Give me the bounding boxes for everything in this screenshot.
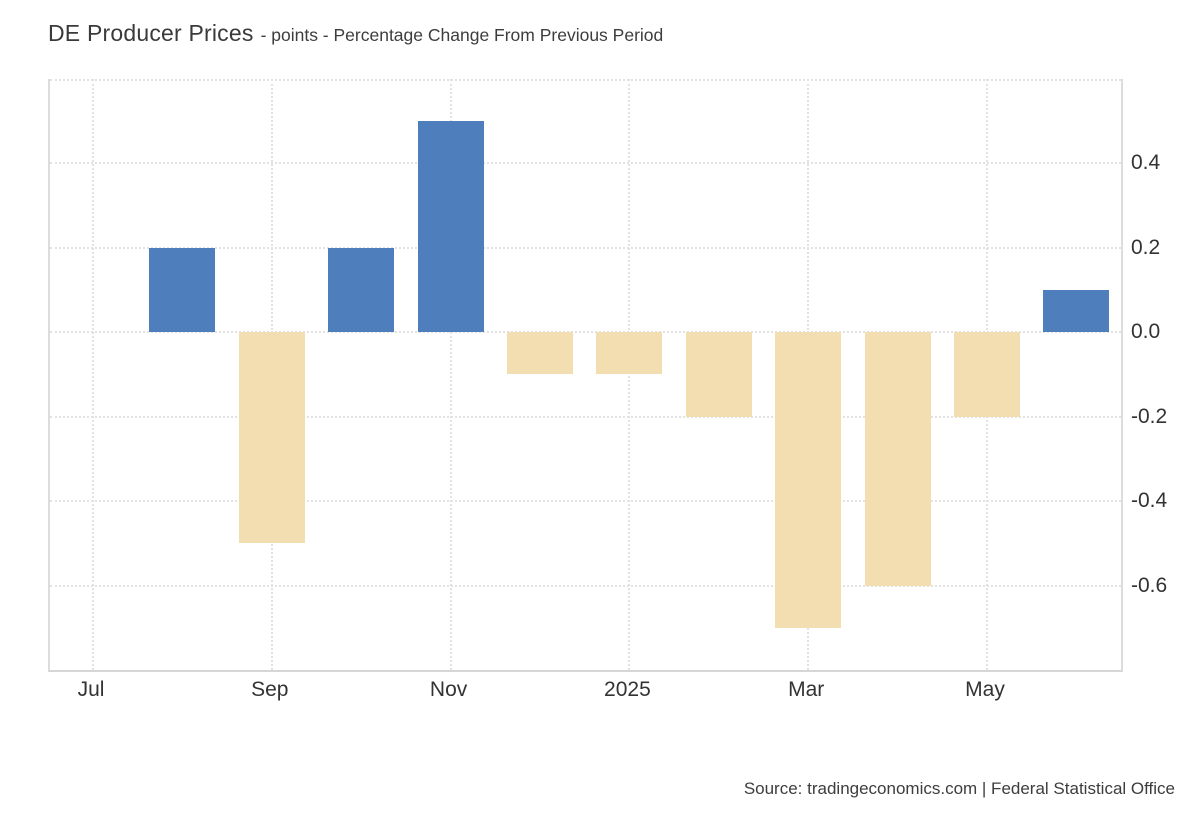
gridline-horizontal [50,79,1121,81]
chart-title-main: DE Producer Prices [48,20,254,46]
x-tick-label: Sep [251,678,289,701]
x-tick-label: Mar [788,678,825,701]
bar-sep-2024 [238,332,305,544]
bar-aug-2024 [149,247,216,333]
gridline-vertical [628,79,631,670]
bar-oct-2024 [328,247,395,333]
bar-apr-2025 [864,332,931,586]
x-tick-label: Nov [429,678,468,701]
bar-jan-2025 [596,332,663,375]
x-tick-label: May [965,678,1005,701]
x-tick-label: Jul [77,678,105,701]
y-tick-label: 0.2 [1131,235,1161,259]
bar-feb-2025 [685,332,752,417]
gridline-horizontal [50,500,1121,503]
y-tick-label: 0.4 [1131,151,1161,175]
gridline-vertical [449,79,452,670]
gridline-horizontal [50,162,1121,165]
chart-title-subtitle: - points - Percentage Change From Previo… [260,25,664,45]
gridline-horizontal [50,584,1121,587]
source-attribution: Source: tradingeconomics.com | Federal S… [743,779,1175,798]
y-tick-label: 0.0 [1131,320,1161,344]
gridline-vertical [92,79,94,670]
gridline-horizontal [50,331,1121,334]
bar-mar-2025 [775,332,842,628]
bar-jun-2025 [1043,290,1110,333]
y-tick-label: -0.4 [1131,489,1168,513]
bar-may-2025 [954,332,1020,417]
plot-area [48,79,1123,672]
chart-title: DE Producer Prices - points - Percentage … [48,20,663,47]
gridline-horizontal [50,415,1121,418]
gridline-horizontal [50,246,1121,249]
x-tick-label: 2025 [604,678,651,701]
y-tick-label: -0.2 [1131,404,1168,428]
bar-dec-2024 [507,332,573,375]
y-tick-label: -0.6 [1131,573,1168,597]
bar-nov-2024 [417,121,484,333]
